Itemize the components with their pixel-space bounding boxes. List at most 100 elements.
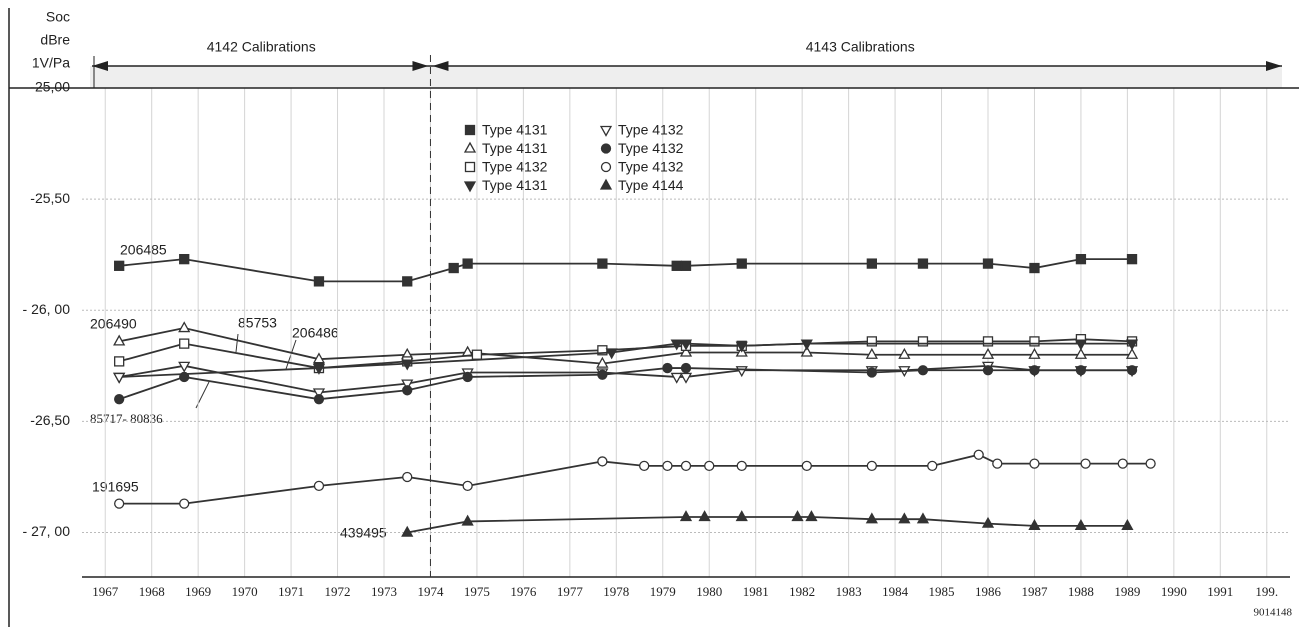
marker: [114, 394, 125, 405]
marker: [679, 339, 693, 351]
marker: [736, 258, 747, 269]
marker: [671, 260, 682, 271]
marker: [401, 379, 414, 391]
marker: [917, 336, 929, 347]
marker: [312, 363, 326, 375]
x-tick-label: 1986: [975, 584, 1002, 599]
x-tick-label: 1975: [464, 584, 490, 599]
y-axis-label: Soc: [46, 9, 70, 25]
x-tick-label: 1979: [650, 584, 676, 599]
series-line: [118, 367, 1133, 401]
legend-label: Type 4132: [618, 140, 684, 156]
marker: [662, 460, 673, 472]
marker: [605, 348, 618, 360]
marker: [471, 349, 483, 360]
marker: [679, 345, 693, 357]
marker: [178, 361, 191, 373]
series-line: [119, 453, 1151, 505]
calibration-band: [90, 66, 1282, 88]
marker: [916, 512, 930, 524]
marker: [639, 460, 650, 472]
annotation: 9014148: [1254, 607, 1293, 619]
x-tick-label: 1982: [789, 584, 815, 599]
marker: [600, 143, 612, 154]
legend-label: Type 4132: [618, 159, 684, 175]
marker: [735, 510, 748, 522]
marker: [1074, 519, 1088, 531]
x-tick-label: 1976: [510, 584, 537, 599]
x-tick-label: 199.: [1255, 584, 1278, 599]
marker: [463, 181, 477, 193]
y-tick-label: - 26, 00: [23, 301, 71, 317]
legend-label: Type 4131: [482, 177, 548, 193]
x-tick-label: 1968: [139, 584, 165, 599]
y-tick-label: -25,50: [30, 190, 70, 206]
marker: [312, 388, 326, 400]
marker: [1125, 339, 1139, 351]
arrow-head: [432, 61, 449, 71]
annotation: 206485: [120, 242, 167, 258]
marker: [865, 512, 878, 524]
x-tick-label: 1984: [882, 584, 909, 599]
legend-label: Type 4144: [618, 177, 684, 193]
arrow-head: [92, 61, 108, 71]
legend-label: Type 4131: [482, 140, 548, 156]
marker: [461, 514, 474, 526]
marker: [898, 347, 911, 359]
x-tick-label: 1989: [1114, 584, 1140, 599]
marker: [927, 460, 938, 472]
marker: [1126, 365, 1138, 376]
annotation: 191695: [92, 479, 139, 495]
marker: [982, 258, 994, 269]
x-tick-label: 1981: [743, 584, 769, 599]
legend-item: Type 4132: [600, 140, 684, 156]
marker: [600, 161, 612, 173]
marker: [599, 178, 613, 190]
legend-item: Type 4132: [599, 122, 684, 138]
marker: [805, 510, 818, 522]
marker: [704, 460, 715, 472]
marker: [402, 471, 413, 483]
marker: [464, 161, 476, 173]
pointer: [235, 333, 239, 353]
marker: [1029, 336, 1040, 347]
x-tick-label: 1983: [836, 584, 862, 599]
marker: [463, 141, 477, 153]
marker: [1074, 347, 1088, 359]
marker: [698, 510, 711, 522]
annotation: 85753: [238, 315, 277, 331]
series-line: [119, 342, 1133, 378]
marker: [680, 460, 692, 472]
marker: [680, 260, 692, 271]
marker: [462, 371, 473, 383]
marker: [866, 258, 877, 269]
marker: [402, 276, 413, 287]
marker: [917, 365, 929, 376]
marker: [1028, 347, 1041, 359]
legend-item: Type 4144: [599, 177, 684, 193]
marker: [973, 449, 984, 460]
marker: [599, 125, 613, 137]
y-tick-label: - 27, 00: [23, 523, 71, 539]
marker: [312, 352, 326, 364]
calibration-label: 4142 Calibrations: [207, 39, 316, 55]
marker: [179, 371, 190, 383]
marker: [791, 510, 804, 522]
legend-item: Type 4131: [463, 140, 548, 156]
marker: [1029, 262, 1040, 274]
marker: [114, 498, 125, 509]
x-tick-label: 1971: [278, 584, 304, 599]
marker: [113, 334, 126, 346]
marker: [679, 372, 693, 384]
marker: [597, 369, 608, 380]
marker: [178, 321, 191, 333]
marker: [981, 516, 995, 528]
x-tick-label: 1978: [603, 584, 629, 599]
marker: [401, 525, 414, 537]
x-tick-label: 1990: [1161, 584, 1187, 599]
marker: [679, 510, 693, 522]
marker: [313, 480, 325, 492]
marker: [597, 258, 608, 269]
marker: [801, 460, 812, 472]
